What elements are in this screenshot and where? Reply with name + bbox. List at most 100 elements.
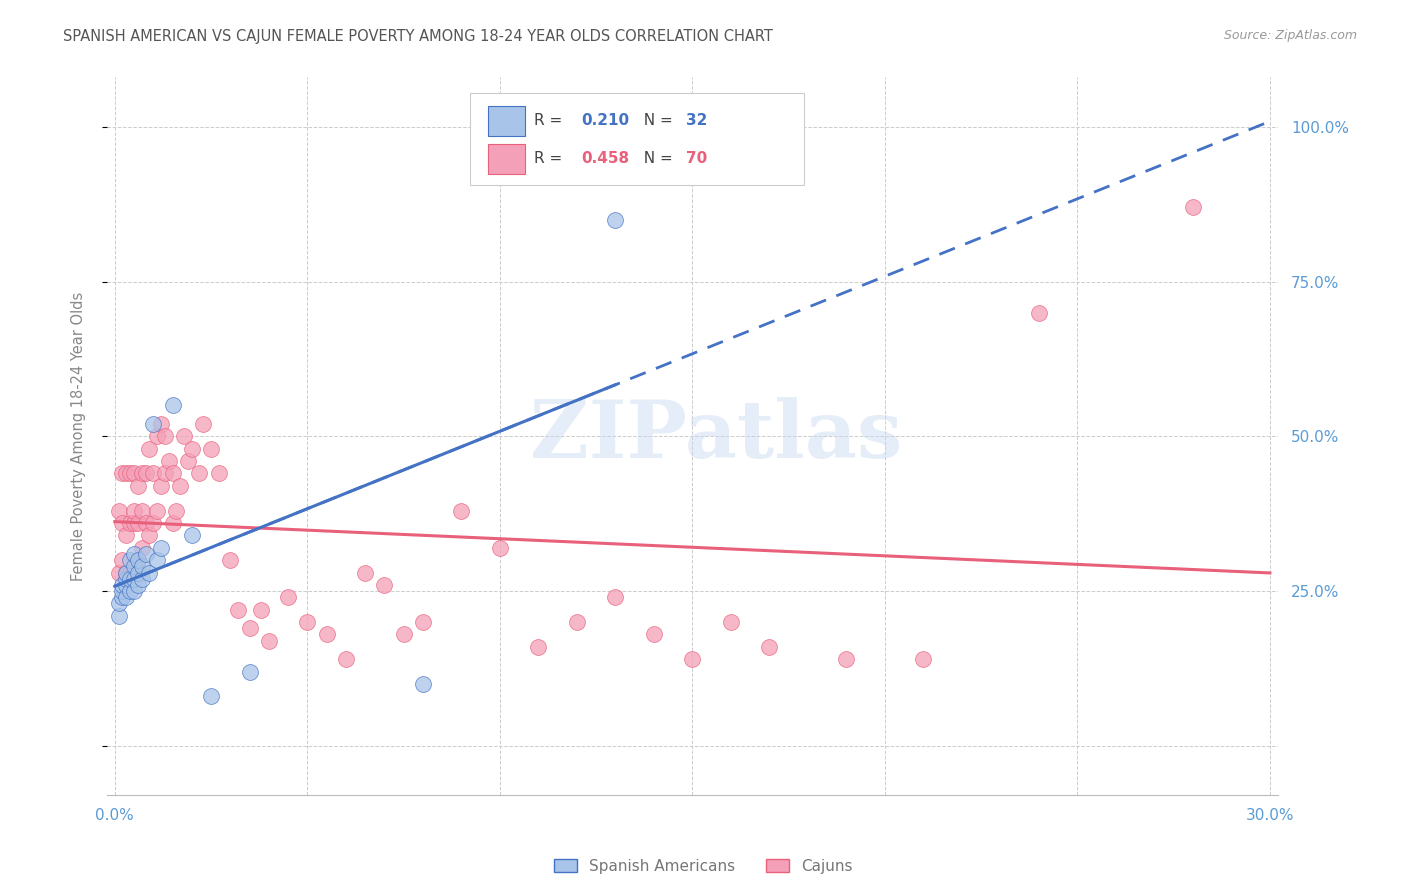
Point <box>142 417 165 431</box>
Point <box>527 640 550 654</box>
Point <box>127 516 149 530</box>
Point <box>149 417 172 431</box>
Point <box>122 503 145 517</box>
Point <box>1181 201 1204 215</box>
Point <box>392 627 415 641</box>
Point <box>758 640 780 654</box>
Point <box>643 627 665 641</box>
Point <box>131 559 153 574</box>
Text: R =: R = <box>534 151 568 166</box>
Point <box>115 591 138 605</box>
Point <box>120 566 142 580</box>
Point <box>238 665 260 679</box>
Point <box>111 584 134 599</box>
Text: Source: ZipAtlas.com: Source: ZipAtlas.com <box>1223 29 1357 42</box>
Point <box>277 591 299 605</box>
Point <box>208 467 231 481</box>
Point <box>565 615 588 629</box>
Point <box>111 516 134 530</box>
Point <box>193 417 215 431</box>
Point <box>605 591 627 605</box>
Point <box>131 572 153 586</box>
Point <box>162 399 184 413</box>
Point <box>173 429 195 443</box>
Point <box>111 591 134 605</box>
Point <box>122 547 145 561</box>
Point <box>111 578 134 592</box>
Point <box>219 553 242 567</box>
Point <box>122 559 145 574</box>
Point <box>162 467 184 481</box>
Point <box>165 503 187 517</box>
Point <box>605 212 627 227</box>
Point <box>127 578 149 592</box>
Point <box>149 479 172 493</box>
FancyBboxPatch shape <box>470 94 804 186</box>
Point <box>142 516 165 530</box>
Point <box>200 442 222 456</box>
Point <box>115 566 138 580</box>
Point <box>127 566 149 580</box>
Point <box>720 615 742 629</box>
Point <box>131 467 153 481</box>
Point <box>135 516 157 530</box>
Point <box>315 627 337 641</box>
Text: 70: 70 <box>686 151 707 166</box>
Point <box>115 572 138 586</box>
Text: 32: 32 <box>686 113 707 128</box>
Point <box>115 467 138 481</box>
FancyBboxPatch shape <box>488 105 524 136</box>
Point <box>107 566 129 580</box>
Y-axis label: Female Poverty Among 18-24 Year Olds: Female Poverty Among 18-24 Year Olds <box>72 292 86 581</box>
Point <box>115 566 138 580</box>
Point <box>257 633 280 648</box>
Point <box>111 467 134 481</box>
Point <box>177 454 200 468</box>
Text: N =: N = <box>634 151 678 166</box>
Point <box>138 566 160 580</box>
Point <box>127 553 149 567</box>
Point <box>162 516 184 530</box>
Text: SPANISH AMERICAN VS CAJUN FEMALE POVERTY AMONG 18-24 YEAR OLDS CORRELATION CHART: SPANISH AMERICAN VS CAJUN FEMALE POVERTY… <box>63 29 773 44</box>
Point <box>169 479 191 493</box>
Point <box>120 467 142 481</box>
Point <box>122 572 145 586</box>
Point <box>180 442 202 456</box>
Point <box>373 578 395 592</box>
Point <box>120 584 142 599</box>
Point <box>226 602 249 616</box>
Point <box>412 677 434 691</box>
Point <box>153 467 176 481</box>
Point <box>120 516 142 530</box>
Point <box>250 602 273 616</box>
Point <box>912 652 935 666</box>
Point <box>188 467 211 481</box>
Point <box>146 429 169 443</box>
Point <box>127 553 149 567</box>
Point <box>120 572 142 586</box>
Text: N =: N = <box>634 113 678 128</box>
Point <box>835 652 858 666</box>
Point <box>146 503 169 517</box>
Point <box>1028 305 1050 319</box>
Point <box>200 690 222 704</box>
Point <box>146 553 169 567</box>
Point <box>488 541 510 555</box>
Point <box>138 442 160 456</box>
Point <box>157 454 180 468</box>
Point <box>122 516 145 530</box>
Point <box>238 621 260 635</box>
Point <box>142 467 165 481</box>
Point <box>135 547 157 561</box>
Point <box>115 528 138 542</box>
Point <box>354 566 377 580</box>
Point <box>127 479 149 493</box>
Point <box>131 541 153 555</box>
Text: 0.210: 0.210 <box>581 113 630 128</box>
Point <box>335 652 357 666</box>
Point <box>131 503 153 517</box>
FancyBboxPatch shape <box>488 144 524 175</box>
Point <box>297 615 319 629</box>
Text: R =: R = <box>534 113 568 128</box>
Point <box>412 615 434 629</box>
